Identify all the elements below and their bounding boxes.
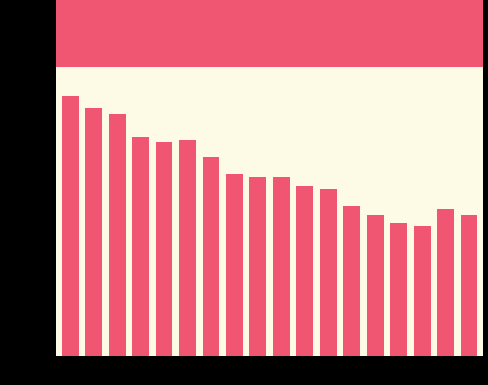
Bar (85, 108, 102, 356)
Bar (226, 174, 243, 356)
Bar (367, 215, 384, 356)
Bar (132, 137, 149, 356)
Bar (343, 206, 360, 356)
Bar (437, 209, 454, 356)
Bar (179, 140, 196, 356)
Bar (273, 177, 290, 356)
Bar (461, 215, 477, 356)
Bar (62, 96, 79, 356)
Bar (414, 226, 430, 356)
Bar (156, 142, 172, 356)
Bar (296, 186, 313, 356)
Bar (390, 223, 407, 356)
Bar (109, 114, 125, 356)
Bar (203, 157, 220, 356)
Bar (320, 189, 337, 356)
Bar (249, 177, 266, 356)
